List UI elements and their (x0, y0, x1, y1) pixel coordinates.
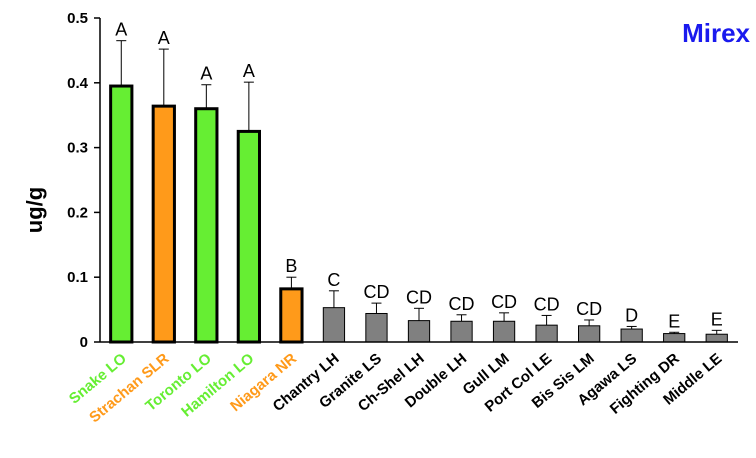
significance-label: CD (449, 294, 475, 314)
significance-label: E (668, 311, 680, 331)
y-tick-label: 0.3 (67, 140, 88, 157)
y-tick-label: 0.1 (67, 269, 88, 286)
bar (620, 328, 643, 343)
y-tick-label: 0 (80, 334, 88, 351)
significance-label: C (327, 270, 340, 290)
y-ticks: 0 0.1 0.2 0.3 0.4 0.5 (67, 10, 100, 351)
bar (236, 129, 262, 344)
significance-label: B (285, 256, 297, 276)
bar (450, 320, 473, 343)
bar (194, 107, 219, 344)
significance-label: D (625, 305, 638, 325)
bar (279, 287, 304, 344)
bar (578, 325, 601, 343)
significance-label: CD (363, 282, 389, 302)
bar (492, 320, 516, 343)
bar (365, 312, 388, 343)
significance-labels: A A A A B C CD CD CD CD CD CD D E E (115, 20, 722, 332)
significance-label: CD (534, 294, 560, 314)
bar (705, 333, 728, 343)
bar (663, 333, 686, 343)
significance-label: A (243, 61, 255, 81)
significance-label: A (115, 20, 127, 40)
y-tick-label: 0.5 (67, 10, 88, 27)
significance-label: A (200, 64, 212, 84)
y-tick-label: 0.4 (67, 75, 89, 92)
significance-label: CD (406, 287, 432, 307)
significance-label: CD (576, 299, 602, 319)
bar (407, 320, 431, 343)
significance-label: E (711, 309, 723, 329)
bar (109, 84, 134, 344)
bar (535, 324, 558, 343)
bar (322, 307, 346, 343)
bar (151, 104, 176, 344)
significance-label: A (158, 28, 170, 48)
significance-label: CD (491, 292, 517, 312)
y-axis-title: ug/g (22, 187, 47, 233)
error-bars (116, 40, 722, 335)
axes (99, 18, 738, 343)
chart-title: Mirex (682, 18, 750, 48)
y-tick-label: 0.2 (67, 204, 88, 221)
